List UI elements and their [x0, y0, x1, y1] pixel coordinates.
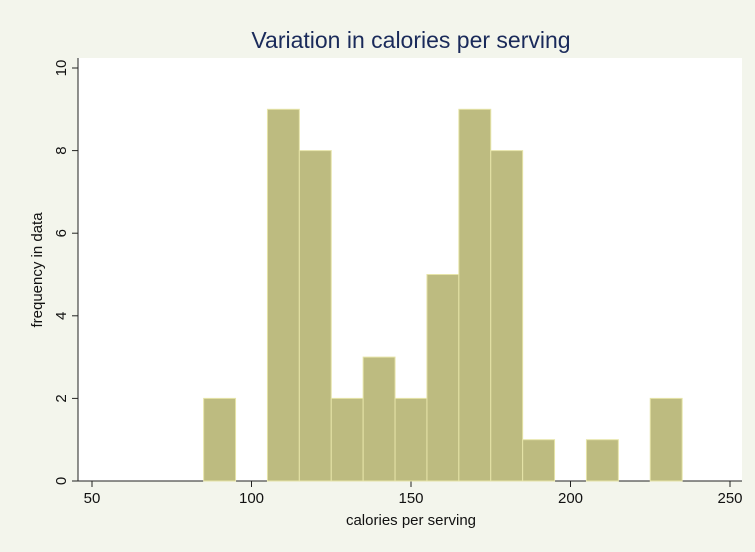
- chart-title: Variation in calories per serving: [251, 27, 570, 53]
- x-tick-label: 150: [398, 490, 423, 507]
- y-tick-label: 0: [53, 477, 70, 485]
- y-tick-label: 8: [53, 146, 70, 154]
- bar: [266, 108, 300, 482]
- bar: [649, 397, 683, 482]
- y-tick-label: 10: [53, 60, 70, 77]
- bar: [330, 397, 364, 482]
- x-tick-label: 250: [717, 490, 742, 507]
- bar: [203, 397, 237, 482]
- y-axis-label: frequency in data: [29, 212, 46, 328]
- y-tick-label: 2: [53, 394, 70, 402]
- bar: [362, 356, 396, 482]
- bar: [298, 150, 332, 482]
- bar: [522, 439, 556, 482]
- bar: [458, 108, 492, 482]
- x-tick-label: 200: [558, 490, 583, 507]
- y-tick-label: 4: [53, 312, 70, 320]
- x-axis-label: calories per serving: [346, 512, 476, 529]
- x-tick-label: 50: [84, 490, 101, 507]
- bar: [426, 274, 460, 482]
- bar: [490, 150, 524, 482]
- bar: [585, 439, 619, 482]
- bar: [394, 397, 428, 482]
- x-tick-label: 100: [239, 490, 264, 507]
- y-tick-label: 6: [53, 229, 70, 237]
